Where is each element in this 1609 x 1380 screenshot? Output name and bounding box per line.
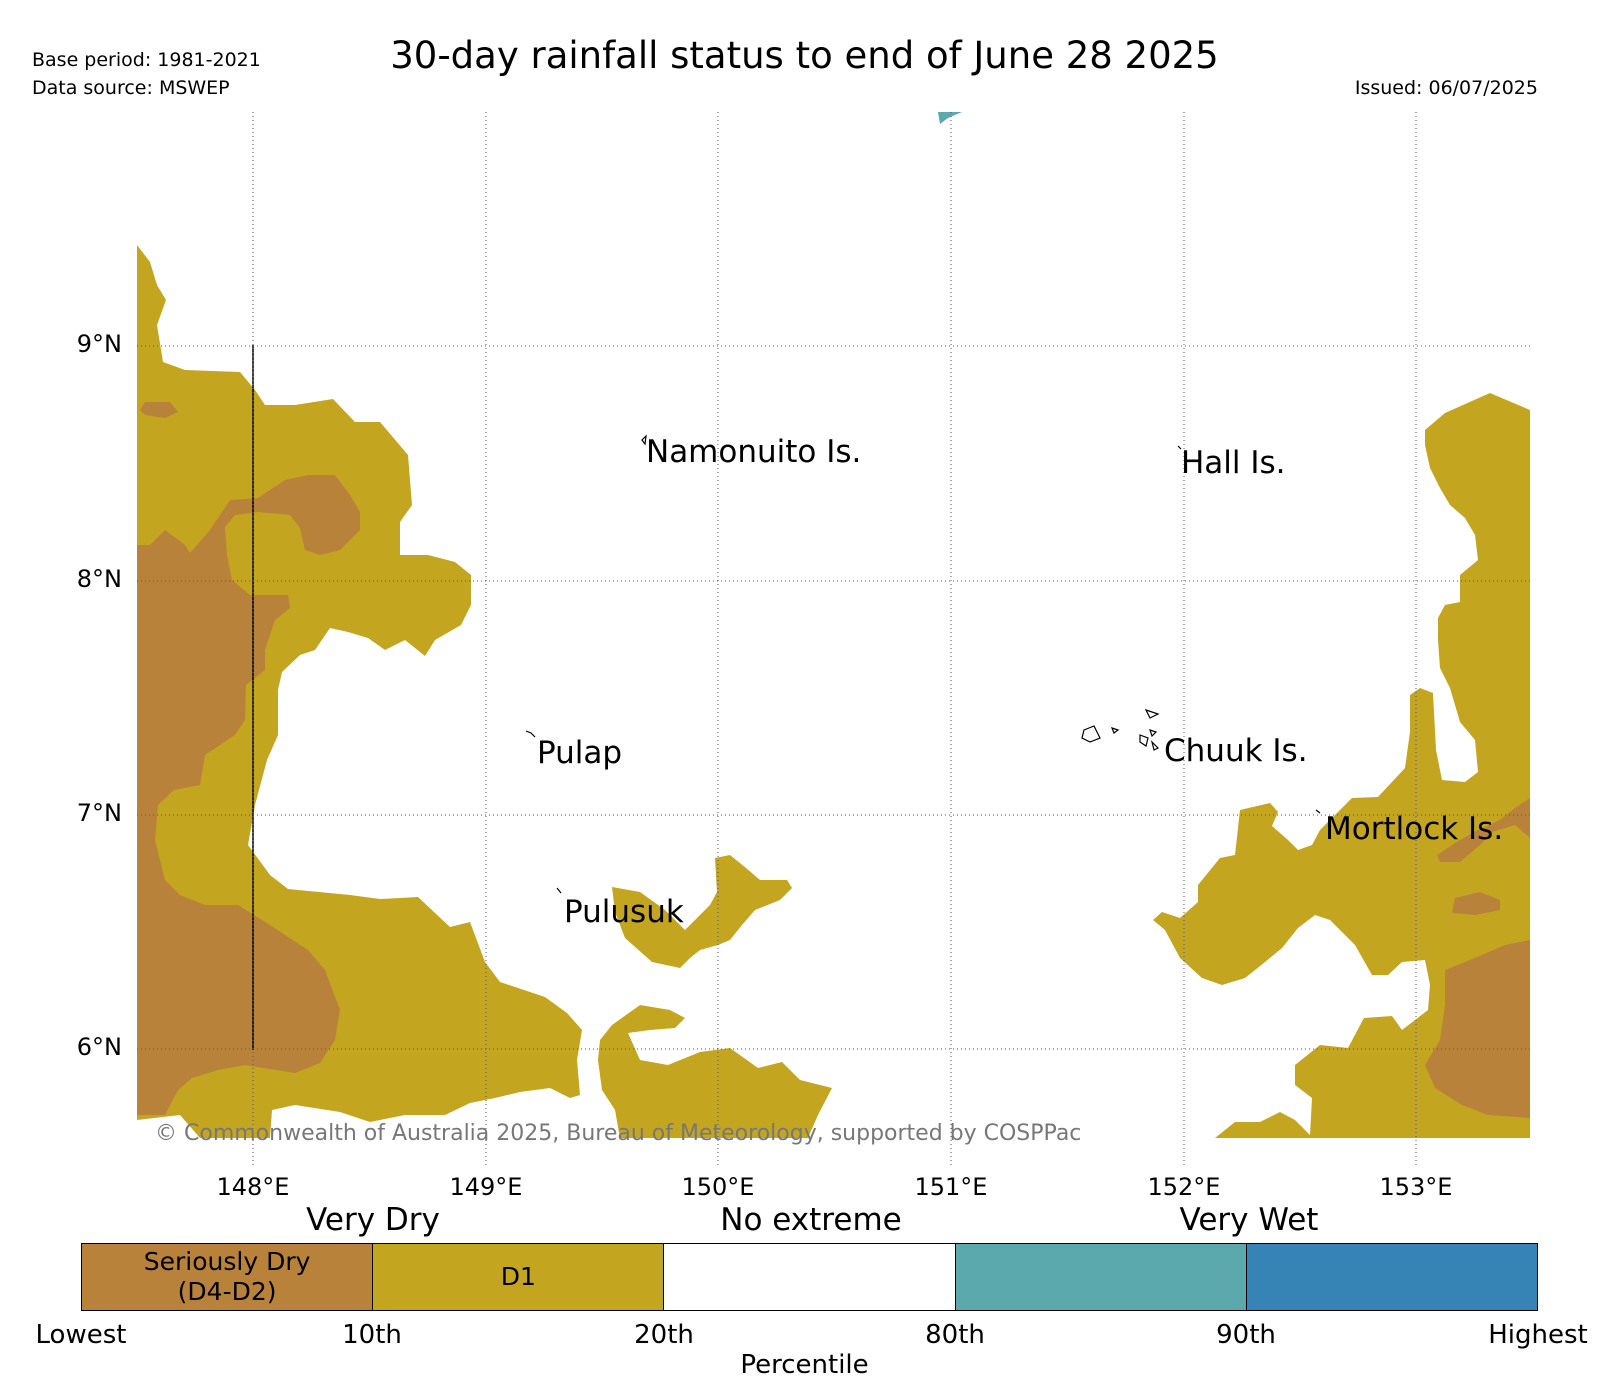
- legend-tick-10th: 10th: [342, 1320, 402, 1350]
- d1-region-south-center: [598, 1005, 832, 1138]
- chuuk-island-1: [1144, 708, 1160, 719]
- namonuito-island: [641, 434, 647, 446]
- d1-region-center-south: [612, 855, 792, 968]
- legend-tick-lowest: Lowest: [35, 1320, 127, 1350]
- lon-tick-153e: 153°E: [1379, 1173, 1453, 1201]
- dry-region-east-south: [1425, 940, 1530, 1118]
- lon-tick-148e: 148°E: [216, 1173, 290, 1201]
- legend-tick-20th: 20th: [634, 1320, 694, 1350]
- dry-region-west-small: [140, 402, 178, 418]
- lon-tick-150e: 150°E: [681, 1173, 755, 1201]
- place-label-chuuk: Chuuk Is.: [1164, 733, 1308, 769]
- legend-segment-wet: [955, 1244, 1247, 1310]
- legend-colorbar: Seriously Dry (D4-D2) D1: [81, 1243, 1538, 1311]
- chuuk-island-3: [1110, 727, 1120, 734]
- legend-tick-highest: Highest: [1488, 1320, 1588, 1350]
- legend-category-very-dry: Very Dry: [306, 1202, 440, 1238]
- legend-tick-90th: 90th: [1216, 1320, 1276, 1350]
- legend-segment-no-extreme: [664, 1244, 956, 1310]
- pulap-island: [525, 730, 536, 738]
- seriously-dry-regions: [137, 402, 1530, 1118]
- lon-tick-152e: 152°E: [1147, 1173, 1221, 1201]
- wet-region-north: [938, 112, 962, 124]
- chuuk-island-2: [1081, 725, 1101, 743]
- place-label-namonuito: Namonuito Is.: [646, 434, 862, 470]
- lat-tick-7n: 7°N: [76, 799, 122, 827]
- d1-region-east: [1153, 393, 1530, 1138]
- dry-region-east-mid: [1437, 798, 1530, 862]
- dry-region-west-main: [137, 475, 360, 1115]
- legend-segment-d1: D1: [373, 1244, 665, 1310]
- lon-tick-151e: 151°E: [914, 1173, 988, 1201]
- d1-regions: [137, 245, 1530, 1138]
- chuuk-island-5: [1149, 729, 1158, 738]
- lon-tick-149e: 149°E: [449, 1173, 523, 1201]
- lat-tick-8n: 8°N: [76, 565, 122, 593]
- legend-axis-label: Percentile: [740, 1350, 869, 1380]
- map-title: 30-day rainfall status to end of June 28…: [390, 34, 1219, 77]
- map-area: [137, 112, 1530, 1138]
- legend-category-no-extreme: No extreme: [720, 1202, 902, 1238]
- hall-island: [1177, 445, 1182, 450]
- legend-segment-seriously-dry: Seriously Dry (D4-D2): [82, 1244, 374, 1310]
- issued-date-label: Issued: 06/07/2025: [1354, 77, 1538, 99]
- lat-tick-9n: 9°N: [76, 330, 122, 358]
- chuuk-island-4: [1139, 734, 1149, 747]
- copyright-notice: © Commonwealth of Australia 2025, Bureau…: [155, 1121, 1082, 1146]
- legend-category-very-wet: Very Wet: [1179, 1202, 1319, 1238]
- place-label-mortlock: Mortlock Is.: [1325, 811, 1504, 847]
- data-source-label: Data source: MSWEP: [32, 77, 230, 99]
- place-label-pulusuk: Pulusuk: [564, 894, 684, 930]
- base-period-label: Base period: 1981-2021: [32, 49, 261, 71]
- chuuk-island-6: [1150, 740, 1160, 751]
- graticule: [137, 112, 1530, 1168]
- mortlock-island: [1315, 809, 1321, 814]
- lat-tick-6n: 6°N: [76, 1033, 122, 1061]
- legend-tick-80th: 80th: [925, 1320, 985, 1350]
- island-outlines: [525, 434, 1321, 894]
- dry-region-east-small: [1452, 892, 1500, 915]
- legend-segment-very-wet: [1246, 1244, 1538, 1310]
- place-label-hall: Hall Is.: [1181, 445, 1286, 481]
- pulusuk-island: [556, 887, 562, 894]
- place-label-pulap: Pulap: [537, 735, 623, 771]
